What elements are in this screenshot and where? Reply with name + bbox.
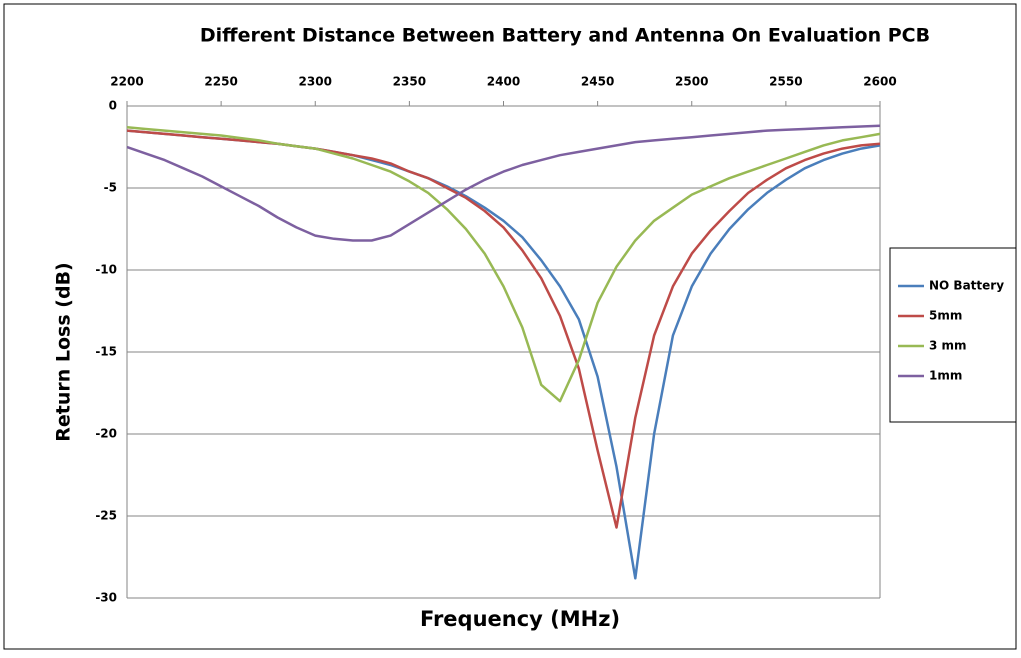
x-tick-label: 2200 — [110, 75, 143, 89]
x-tick-label: 2550 — [769, 75, 802, 89]
chart-border — [3, 3, 1017, 650]
x-tick-label: 2400 — [487, 75, 520, 89]
y-tick-label: -25 — [95, 509, 117, 523]
series-line — [126, 124, 881, 242]
x-tick-label: 2350 — [393, 75, 426, 89]
legend-label: NO Battery — [929, 279, 1004, 293]
legend-label: 5mm — [929, 309, 962, 323]
y-tick-label: -5 — [104, 181, 117, 195]
chart-title: Different Distance Between Battery and A… — [200, 25, 930, 47]
y-axis-label: Return Loss (dB) — [53, 262, 75, 441]
y-tick-label: -15 — [95, 345, 117, 359]
legend-label: 1mm — [929, 369, 962, 383]
x-tick-label: 2300 — [299, 75, 332, 89]
series-line — [126, 126, 881, 403]
y-tick-label: -20 — [95, 427, 117, 441]
series-line — [126, 129, 881, 529]
x-tick-label: 2450 — [581, 75, 614, 89]
legend-box — [889, 247, 1017, 423]
x-tick-label: 2500 — [675, 75, 708, 89]
y-tick-label: -10 — [95, 263, 117, 277]
x-axis-label: Frequency (MHz) — [420, 607, 620, 631]
y-tick-label: 0 — [109, 99, 117, 113]
x-tick-label: 2600 — [863, 75, 896, 89]
x-tick-label: 2250 — [204, 75, 237, 89]
legend-label: 3 mm — [929, 339, 967, 353]
y-tick-label: -30 — [95, 591, 117, 605]
